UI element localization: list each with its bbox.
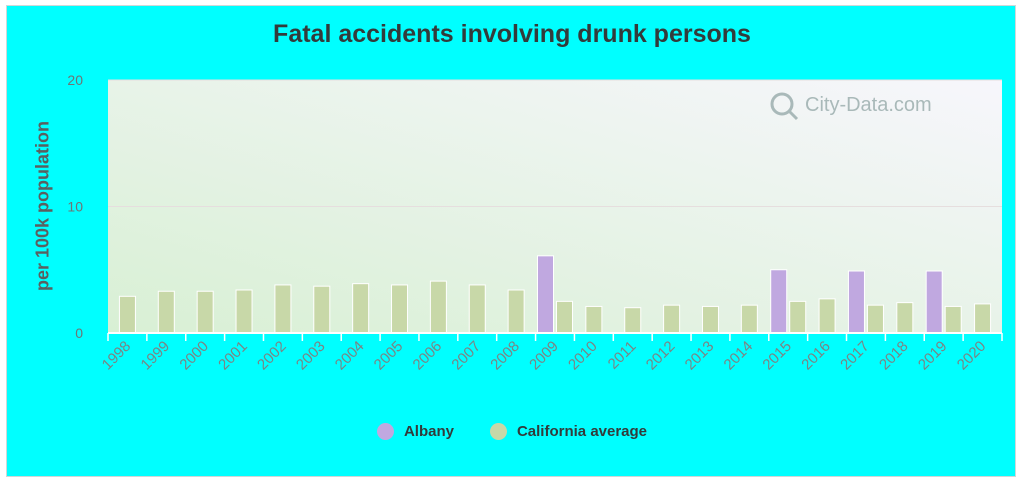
- y-tick-label: 10: [67, 199, 83, 215]
- legend-swatch: [489, 423, 507, 440]
- x-tick-label: 2003: [293, 338, 329, 374]
- bar-california-average-2000: [196, 290, 214, 334]
- bar-california-average-2008: [507, 289, 525, 334]
- x-tick-label: 2005: [371, 338, 407, 374]
- legend-item: California average: [489, 423, 648, 440]
- x-tick-label: 2000: [176, 338, 212, 374]
- bar-california-average-2012: [663, 304, 681, 334]
- bar-california-average-2019: [944, 305, 962, 334]
- x-tick-label: 2007: [448, 338, 484, 374]
- bar-albany-2017: [847, 270, 865, 334]
- x-tick-label: 2001: [215, 338, 251, 374]
- legend-item: Albany: [376, 423, 454, 440]
- bar-california-average-2011: [624, 307, 642, 334]
- bar-california-average-2018: [896, 302, 914, 334]
- legend: Albany California average: [0, 423, 1024, 440]
- bar-california-average-1998: [118, 295, 136, 334]
- bar-california-average-2003: [313, 285, 331, 334]
- bar-california-average-2009: [556, 300, 573, 334]
- x-tick-label: 2017: [837, 338, 873, 374]
- bar-california-average-2001: [235, 289, 253, 334]
- x-tick-label: 1998: [99, 338, 135, 374]
- x-tick-label: 2018: [876, 338, 912, 374]
- bar-california-average-2016: [818, 298, 836, 334]
- bar-california-average-2007: [468, 284, 486, 334]
- bar-california-average-2004: [352, 283, 370, 334]
- x-tick-label: 2010: [565, 338, 601, 374]
- bar-california-average-2005: [391, 284, 409, 334]
- x-tick-label: 2011: [605, 338, 640, 373]
- x-tick-label: 2015: [759, 338, 795, 374]
- x-tick-label: 2016: [798, 338, 834, 374]
- y-tick-label: 0: [75, 325, 83, 341]
- bar-albany-2015: [770, 269, 788, 334]
- bar-california-average-2010: [585, 305, 603, 334]
- watermark: City-Data.com: [770, 92, 932, 121]
- bar-california-average-2013: [701, 305, 719, 334]
- bar-california-average-2017: [866, 304, 884, 334]
- x-tick-label: 2004: [332, 338, 368, 374]
- x-tick-label: 1999: [138, 338, 174, 374]
- bar-albany-2019: [925, 270, 943, 334]
- legend-label: Albany: [403, 423, 454, 440]
- y-tick-label: 20: [67, 72, 83, 88]
- bar-california-average-2015: [789, 300, 807, 334]
- x-tick-label: 2013: [682, 338, 718, 374]
- x-tick-label: 2019: [915, 338, 951, 374]
- x-tick-label: 2009: [526, 338, 562, 374]
- chart-title: Fatal accidents involving drunk persons: [273, 20, 751, 48]
- legend-label: California average: [516, 423, 648, 440]
- bar-california-average-1999: [157, 290, 175, 334]
- x-tick-label: 2014: [721, 338, 757, 374]
- bar-california-average-2006: [429, 280, 447, 334]
- legend-swatch: [376, 423, 394, 440]
- x-tick-label: 2012: [643, 338, 679, 374]
- bar-california-average-2002: [274, 284, 292, 334]
- bar-albany-2009: [537, 255, 554, 334]
- x-tick-label: 2008: [487, 338, 523, 374]
- x-tick-label: 2002: [254, 338, 290, 374]
- bar-california-average-2014: [740, 304, 758, 334]
- x-tick-label: 2020: [954, 338, 990, 374]
- svg-text:City-Data.com: City-Data.com: [805, 94, 932, 116]
- x-tick-label: 2006: [410, 338, 446, 374]
- bar-california-average-2020: [974, 303, 992, 334]
